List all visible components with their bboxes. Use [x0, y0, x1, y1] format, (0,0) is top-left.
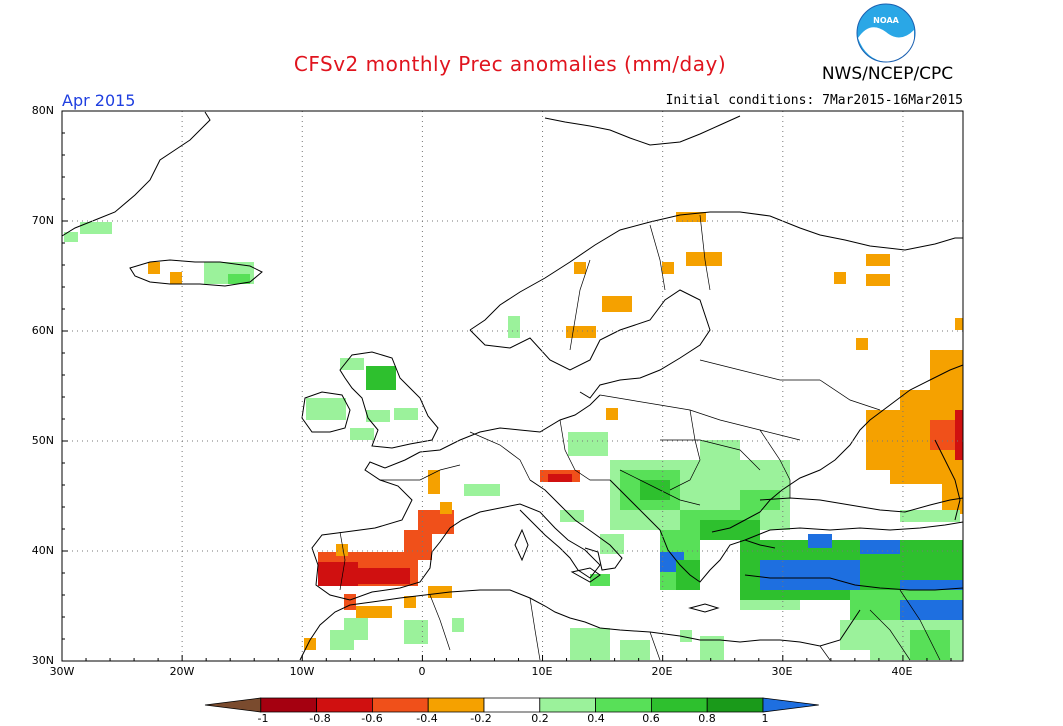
lat-label-60n: 60N — [31, 324, 54, 337]
anomaly-cell — [808, 534, 832, 548]
anomaly-cell — [740, 600, 800, 610]
colorbar-label-m02: -0.2 — [470, 712, 492, 725]
anomaly-cell — [508, 316, 520, 338]
colorbar-label-1: 1 — [761, 712, 769, 725]
anomaly-cell — [170, 272, 182, 284]
colorbar-label-02: 0.2 — [531, 712, 549, 725]
grid-lines — [62, 111, 963, 661]
anomaly-cell — [148, 262, 160, 274]
anomaly-cell — [404, 596, 416, 608]
anomaly-cell — [676, 212, 706, 222]
anomaly-cell — [366, 410, 390, 422]
lon-label-30w: 30W — [49, 665, 75, 678]
lon-label-20e: 20E — [651, 665, 673, 678]
lon-label-20w: 20W — [169, 665, 195, 678]
anomaly-cell — [366, 366, 396, 390]
lon-label-30e: 30E — [771, 665, 793, 678]
anomaly-cell — [890, 470, 963, 484]
colorbar-label-m04: -0.4 — [416, 712, 438, 725]
anomaly-cell — [464, 484, 500, 496]
lon-label-10e: 10E — [531, 665, 553, 678]
anomaly-cell — [620, 640, 650, 660]
anomaly-cell — [900, 510, 960, 522]
anomaly-cell — [700, 520, 760, 540]
colorbar-label-m08: -0.8 — [309, 712, 331, 725]
anomaly-cell — [452, 618, 464, 632]
chart-title: CFSv2 monthly Prec anomalies (mm/day) — [293, 52, 727, 76]
anomaly-cell — [560, 510, 584, 522]
anomaly-cell — [570, 628, 610, 660]
anomaly-cell — [866, 254, 890, 266]
lon-label-10w: 10W — [289, 665, 315, 678]
forecast-month: Apr 2015 — [62, 91, 136, 110]
initial-conditions: Initial conditions: 7Mar2015-16Mar2015 — [665, 93, 963, 108]
anomaly-cell — [228, 274, 250, 284]
lat-label-30n: 30N — [31, 654, 54, 667]
anomaly-cell — [602, 296, 632, 312]
colorbar-label-04: 0.4 — [587, 712, 605, 725]
coastlines — [61, 111, 964, 661]
anomaly-cell — [566, 326, 596, 338]
anomaly-cell — [350, 428, 374, 440]
anomaly-cell — [64, 232, 78, 242]
colorbar-label-06: 0.6 — [642, 712, 660, 725]
lon-label-0: 0 — [418, 665, 426, 678]
anomaly-cell — [700, 440, 740, 460]
anomaly-cell — [394, 408, 418, 420]
anomaly-cell — [80, 222, 112, 234]
anomaly-cell — [680, 630, 692, 642]
colorbar-label-m06: -0.6 — [361, 712, 383, 725]
colorbar-label-m1: -1 — [257, 712, 269, 725]
anomaly-cell — [606, 408, 618, 420]
anomaly-cell — [856, 338, 868, 350]
lon-label-40e: 40E — [891, 665, 913, 678]
lat-label-80n: 80N — [31, 104, 54, 117]
anomaly-cell — [955, 410, 963, 460]
anomaly-cell — [686, 252, 722, 266]
anomaly-cell — [834, 272, 846, 284]
agency-label: NWS/NCEP/CPC — [821, 64, 954, 84]
anomaly-cell — [340, 358, 364, 370]
anomaly-cell — [955, 318, 963, 330]
anomaly-cell — [344, 594, 356, 610]
axis-ticks — [61, 110, 952, 662]
anomaly-cell — [404, 620, 428, 644]
lat-label-40n: 40N — [31, 544, 54, 557]
anomaly-cell — [356, 606, 392, 618]
anomaly-cell — [662, 262, 674, 274]
anomaly-cell — [840, 620, 870, 650]
country-borders — [339, 214, 941, 661]
anomaly-cell — [548, 474, 572, 482]
anomaly-cell — [404, 530, 432, 560]
anomaly-cell — [568, 432, 608, 456]
anomaly-cell — [590, 574, 610, 586]
anomaly-cell — [574, 262, 586, 274]
lat-label-70n: 70N — [31, 214, 54, 227]
anomaly-cell — [760, 560, 860, 590]
anomaly-cell — [600, 534, 624, 554]
colorbar-label-08: 0.8 — [698, 712, 716, 725]
anomaly-cell — [350, 568, 410, 584]
anomaly-cell — [910, 630, 950, 660]
map-frame — [61, 110, 964, 662]
anomaly-cell — [306, 398, 346, 420]
anomaly-cell — [860, 540, 900, 554]
anomaly-cell — [428, 586, 452, 598]
anomaly-cell — [330, 630, 354, 650]
anomaly-cell — [640, 480, 670, 500]
anomaly-cell — [336, 544, 348, 556]
anomaly-cell — [428, 470, 440, 494]
anomaly-cells — [64, 212, 963, 660]
anomaly-cell — [440, 502, 452, 514]
anomaly-cell — [866, 274, 890, 286]
lat-label-50n: 50N — [31, 434, 54, 447]
